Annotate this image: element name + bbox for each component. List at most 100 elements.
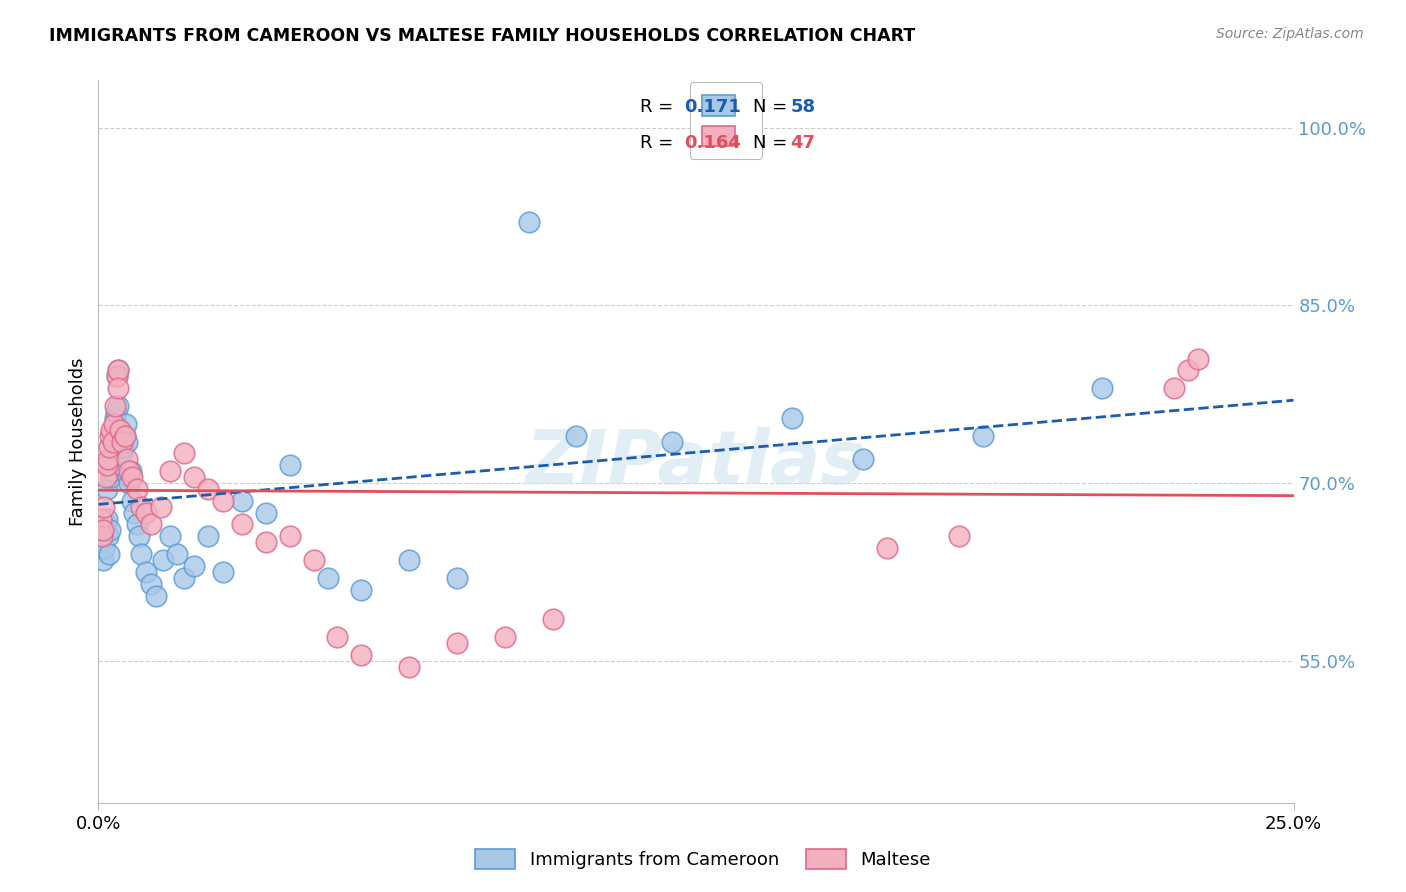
Point xyxy=(107,363,129,377)
Point xyxy=(101,464,124,478)
Point xyxy=(104,410,127,425)
Text: N =: N = xyxy=(754,134,793,153)
Point xyxy=(100,470,122,484)
Point xyxy=(446,571,468,585)
Point xyxy=(1177,363,1199,377)
Text: Source: ZipAtlas.com: Source: ZipAtlas.com xyxy=(1216,27,1364,41)
Text: 0.171: 0.171 xyxy=(685,98,741,116)
Point xyxy=(103,434,125,449)
Point xyxy=(1163,381,1185,395)
Point xyxy=(91,535,114,549)
Point xyxy=(135,506,157,520)
Point xyxy=(93,500,115,514)
Point xyxy=(446,636,468,650)
Point xyxy=(104,399,127,413)
Point xyxy=(125,482,148,496)
Point xyxy=(121,493,143,508)
Point xyxy=(139,576,162,591)
Text: R =: R = xyxy=(640,98,679,116)
Y-axis label: Family Households: Family Households xyxy=(69,358,87,525)
Point xyxy=(111,446,134,460)
Point xyxy=(117,470,139,484)
Point xyxy=(166,547,188,561)
Point xyxy=(876,541,898,556)
Point xyxy=(121,470,143,484)
Point xyxy=(197,529,219,543)
Point xyxy=(661,434,683,449)
Point xyxy=(97,441,120,455)
Point xyxy=(107,381,129,395)
Text: 0.164: 0.164 xyxy=(685,134,741,153)
Point xyxy=(326,630,349,644)
Point xyxy=(97,452,120,467)
Point xyxy=(231,493,253,508)
Text: IMMIGRANTS FROM CAMEROON VS MALTESE FAMILY HOUSEHOLDS CORRELATION CHART: IMMIGRANTS FROM CAMEROON VS MALTESE FAMI… xyxy=(49,27,915,45)
Legend: Immigrants from Cameroon, Maltese: Immigrants from Cameroon, Maltese xyxy=(467,839,939,879)
Point xyxy=(107,399,129,413)
Point xyxy=(94,470,117,484)
Point xyxy=(91,524,114,538)
Point xyxy=(115,434,138,449)
Point xyxy=(107,363,129,377)
Point xyxy=(135,565,157,579)
Point xyxy=(96,458,118,473)
Point xyxy=(159,529,181,543)
Point xyxy=(398,553,420,567)
Point xyxy=(101,452,124,467)
Point xyxy=(115,417,138,431)
Point xyxy=(183,558,205,573)
Point xyxy=(131,500,153,514)
Point xyxy=(96,482,118,496)
Point xyxy=(118,464,141,478)
Point xyxy=(1187,351,1209,366)
Point xyxy=(108,423,131,437)
Point xyxy=(139,517,162,532)
Point xyxy=(302,553,325,567)
Point xyxy=(159,464,181,478)
Point xyxy=(231,517,253,532)
Point xyxy=(101,434,124,449)
Point xyxy=(108,423,131,437)
Point xyxy=(948,529,970,543)
Point xyxy=(105,405,128,419)
Point xyxy=(541,612,564,626)
Point xyxy=(118,475,141,490)
Point xyxy=(97,547,120,561)
Point xyxy=(211,493,233,508)
Point xyxy=(173,446,195,460)
Point xyxy=(197,482,219,496)
Point xyxy=(517,215,540,229)
Point xyxy=(398,659,420,673)
Point xyxy=(96,511,118,525)
Point xyxy=(131,547,153,561)
Legend: , : , xyxy=(690,82,762,159)
Point xyxy=(316,571,339,585)
Point xyxy=(152,553,174,567)
Point xyxy=(125,517,148,532)
Point xyxy=(90,511,112,525)
Point xyxy=(350,648,373,662)
Text: 47: 47 xyxy=(790,134,815,153)
Point xyxy=(1091,381,1114,395)
Point xyxy=(120,464,142,478)
Point xyxy=(852,452,875,467)
Point xyxy=(94,517,117,532)
Point xyxy=(149,500,172,514)
Point xyxy=(93,541,115,556)
Point xyxy=(98,524,122,538)
Text: ZIPatlas: ZIPatlas xyxy=(526,426,866,500)
Point xyxy=(91,553,114,567)
Point xyxy=(97,529,120,543)
Point xyxy=(254,535,277,549)
Point xyxy=(254,506,277,520)
Text: R =: R = xyxy=(640,134,679,153)
Point xyxy=(350,582,373,597)
Point xyxy=(145,589,167,603)
Point xyxy=(972,428,994,442)
Text: 58: 58 xyxy=(790,98,815,116)
Point xyxy=(105,369,128,384)
Point xyxy=(278,529,301,543)
Point xyxy=(183,470,205,484)
Point xyxy=(103,417,125,431)
Point xyxy=(91,529,114,543)
